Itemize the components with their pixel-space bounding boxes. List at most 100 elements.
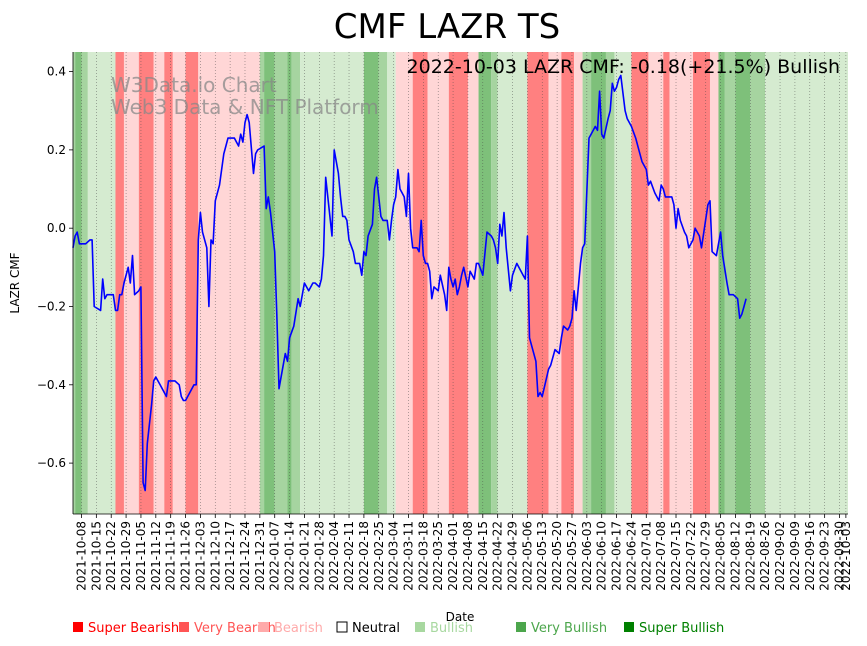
x-tick-label-11: 2021-12-24 bbox=[238, 521, 252, 591]
x-tick-label-30: 2022-05-06 bbox=[520, 521, 534, 591]
legend-label-3: Neutral bbox=[352, 621, 400, 636]
y-tick-label-5: −0.6 bbox=[37, 456, 66, 470]
y-tick-label-2: 0.0 bbox=[47, 221, 66, 235]
watermark-line-2: Web3 Data & NFT Platform bbox=[111, 95, 379, 119]
x-tick-label-42: 2022-07-29 bbox=[699, 521, 713, 591]
regime-band-12 bbox=[259, 52, 265, 514]
regime-band-46 bbox=[750, 52, 766, 514]
x-tick-label-35: 2022-06-10 bbox=[595, 521, 609, 591]
x-tick-label-26: 2022-04-08 bbox=[461, 521, 475, 591]
x-tick-label-5: 2021-11-12 bbox=[149, 521, 163, 591]
regime-band-5 bbox=[123, 52, 139, 514]
regime-band-24 bbox=[448, 52, 468, 514]
x-tick-label-20: 2022-02-25 bbox=[372, 521, 386, 591]
x-tick-label-14: 2022-01-14 bbox=[283, 521, 297, 591]
regime-band-27 bbox=[491, 52, 498, 514]
regime-band-0 bbox=[73, 52, 76, 514]
regime-band-8 bbox=[164, 52, 173, 514]
legend-label-1: Very Bearish bbox=[194, 621, 276, 636]
x-tick-label-52: 2022-10-03 bbox=[839, 521, 853, 591]
y-tick-label-1: 0.2 bbox=[47, 143, 66, 157]
legend-label-0: Super Bearish bbox=[88, 621, 179, 636]
x-tick-label-32: 2022-05-20 bbox=[550, 521, 564, 591]
x-tick-label-21: 2022-03-04 bbox=[387, 521, 401, 591]
regime-band-44 bbox=[724, 52, 736, 514]
regime-band-34 bbox=[591, 52, 606, 514]
x-tick-label-36: 2022-06-17 bbox=[610, 521, 624, 591]
x-tick-label-29: 2022-04-29 bbox=[506, 521, 520, 591]
regime-band-4 bbox=[115, 52, 124, 514]
watermark-line-1: W3Data.io Chart bbox=[111, 73, 277, 97]
regime-band-45 bbox=[735, 52, 751, 514]
legend-label-4: Bullish bbox=[430, 621, 473, 636]
x-tick-label-8: 2021-12-03 bbox=[193, 521, 207, 591]
x-tick-label-46: 2022-08-26 bbox=[758, 521, 772, 591]
y-axis-label: LAZR CMF bbox=[8, 252, 22, 313]
regime-band-19 bbox=[378, 52, 388, 514]
x-tick-label-45: 2022-08-19 bbox=[743, 521, 757, 591]
x-tick-label-13: 2022-01-07 bbox=[268, 521, 282, 591]
x-tick-label-39: 2022-07-08 bbox=[654, 521, 668, 591]
regime-band-17 bbox=[300, 52, 364, 514]
x-tick-label-6: 2021-11-19 bbox=[164, 521, 178, 591]
y-tick-label-0: 0.4 bbox=[47, 65, 66, 79]
regime-band-41 bbox=[693, 52, 710, 514]
x-tick-label-2: 2021-10-22 bbox=[104, 521, 118, 591]
x-tick-label-33: 2022-05-27 bbox=[565, 521, 579, 591]
y-tick-label-3: −0.2 bbox=[37, 299, 66, 313]
regime-band-7 bbox=[153, 52, 165, 514]
regime-band-47 bbox=[765, 52, 848, 514]
x-tick-label-19: 2022-02-18 bbox=[357, 521, 371, 591]
axes: 0.4 0.2 0.0 −0.2 −0.4 −0.6 2021-10-08 2021-10-1… bbox=[37, 52, 853, 591]
x-tick-label-48: 2022-09-09 bbox=[788, 521, 802, 591]
legend-swatch-4 bbox=[415, 622, 425, 632]
x-tick-label-23: 2022-03-18 bbox=[416, 521, 430, 591]
x-tick-label-22: 2022-03-11 bbox=[401, 521, 415, 591]
x-tick-label-49: 2022-09-16 bbox=[803, 521, 817, 591]
legend-swatch-2 bbox=[259, 622, 269, 632]
series-line-0 bbox=[72, 74, 747, 492]
regime-band-21 bbox=[395, 52, 413, 514]
vertical-gridlines bbox=[81, 52, 847, 514]
x-tick-label-18: 2022-02-11 bbox=[342, 521, 356, 591]
x-tick-label-17: 2022-02-04 bbox=[327, 521, 341, 591]
x-tick-label-38: 2022-07-01 bbox=[639, 521, 653, 591]
series-layer bbox=[72, 74, 747, 492]
x-tick-label-24: 2022-03-25 bbox=[431, 521, 445, 591]
legend-swatch-0 bbox=[73, 622, 83, 632]
regime-band-22 bbox=[412, 52, 428, 514]
x-tick-label-43: 2022-08-05 bbox=[714, 521, 728, 591]
x-tick-label-25: 2022-04-01 bbox=[446, 521, 460, 591]
regime-band-16 bbox=[291, 52, 301, 514]
x-tick-label-44: 2022-08-12 bbox=[728, 521, 742, 591]
x-tick-label-28: 2022-04-22 bbox=[491, 521, 505, 591]
regime-band-14 bbox=[274, 52, 288, 514]
regime-band-40 bbox=[669, 52, 693, 514]
regime-band-9 bbox=[172, 52, 186, 514]
x-tick-label-9: 2021-12-10 bbox=[208, 521, 222, 591]
x-tick-label-37: 2022-06-24 bbox=[624, 521, 638, 591]
regime-band-20 bbox=[387, 52, 396, 514]
regime-band-35 bbox=[605, 52, 615, 514]
regime-band-26 bbox=[478, 52, 492, 514]
regime-band-38 bbox=[648, 52, 664, 514]
legend-swatch-1 bbox=[179, 622, 189, 632]
x-tick-label-7: 2021-11-26 bbox=[179, 521, 193, 591]
regime-band-25 bbox=[467, 52, 479, 514]
regime-band-10 bbox=[185, 52, 199, 514]
x-tick-label-15: 2022-01-21 bbox=[297, 521, 311, 591]
legend-swatch-6 bbox=[624, 622, 634, 632]
regime-band-1 bbox=[75, 52, 82, 514]
y-tick-label-4: −0.4 bbox=[37, 378, 66, 392]
regime-band-36 bbox=[614, 52, 632, 514]
x-tick-label-34: 2022-06-03 bbox=[580, 521, 594, 591]
regime-band-43 bbox=[718, 52, 725, 514]
x-tick-label-27: 2022-04-15 bbox=[476, 521, 490, 591]
x-tick-label-3: 2021-10-29 bbox=[119, 521, 133, 591]
regime-band-18 bbox=[363, 52, 379, 514]
x-tick-label-47: 2022-09-02 bbox=[773, 521, 787, 591]
x-axis-label: Date bbox=[446, 610, 475, 624]
x-tick-label-0: 2021-10-08 bbox=[74, 521, 88, 591]
x-tick-label-10: 2021-12-17 bbox=[223, 521, 237, 591]
